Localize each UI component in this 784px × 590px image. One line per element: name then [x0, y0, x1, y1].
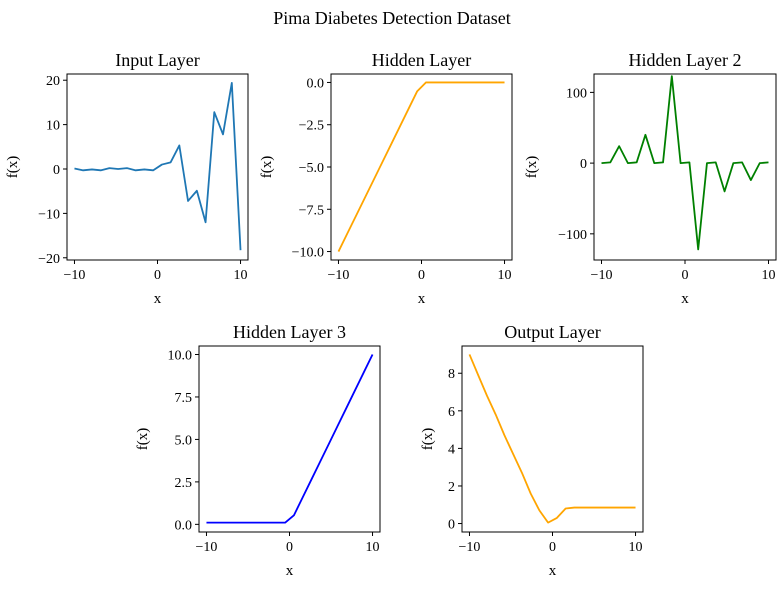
- y-tick-label: −20: [38, 252, 60, 267]
- x-tick-label: 10: [629, 540, 643, 555]
- subplot-title: Hidden Layer: [372, 50, 471, 70]
- y-tick-label: 4: [448, 442, 455, 457]
- y-tick-label: 7.5: [175, 391, 193, 406]
- subplot-title: Hidden Layer 3: [233, 322, 346, 342]
- subplot-title: Output Layer: [504, 322, 600, 342]
- y-tick-label: 6: [448, 405, 455, 420]
- subplot-5: −10 0 10 0 2 4 6 8 Output Layer x f(x): [420, 322, 644, 579]
- y-tick-label: 10: [46, 119, 60, 134]
- x-tick-label: 10: [498, 268, 512, 283]
- x-tick-label: −10: [64, 268, 86, 283]
- y-tick-label: 20: [46, 74, 60, 89]
- figure-suptitle: Pima Diabetes Detection Dataset: [273, 8, 510, 28]
- x-tick-label: 0: [286, 540, 293, 555]
- series-line: [468, 354, 636, 524]
- subplot-title: Input Layer: [115, 50, 199, 70]
- subplot-1: −10 0 10 −20 −10 0 10 20 Input Layer x f(x): [5, 50, 249, 307]
- y-tick-label: 5.0: [175, 433, 193, 448]
- y-axis-label: f(x): [524, 156, 540, 179]
- x-tick-label: −10: [459, 540, 481, 555]
- y-tick-label: −100: [558, 228, 587, 243]
- subplot-4: −10 0 10 0.0 2.5 5.0 7.5 10.0 Hidden Layer 3 x f(x…: [135, 322, 381, 579]
- y-tick-label: 0.0: [175, 518, 193, 533]
- y-tick-label: 0: [53, 163, 60, 178]
- x-axis-label: x: [286, 563, 294, 579]
- y-tick-label: −10.0: [292, 246, 324, 261]
- y-tick-label: 0: [448, 518, 455, 533]
- x-tick-label: 10: [234, 268, 248, 283]
- x-tick-label: 10: [761, 268, 775, 283]
- series-line: [74, 81, 242, 251]
- x-tick-label: 0: [418, 268, 425, 283]
- y-tick-label: 0.0: [307, 76, 325, 91]
- x-axis-label: x: [154, 291, 162, 307]
- y-tick-label: 10.0: [168, 348, 193, 363]
- x-tick-label: 10: [366, 540, 380, 555]
- subplot-title: Hidden Layer 2: [629, 50, 742, 70]
- y-tick-label: −7.5: [299, 203, 324, 218]
- y-axis-label: f(x): [135, 428, 151, 451]
- x-axis-label: x: [418, 291, 426, 307]
- y-tick-label: −10: [38, 207, 60, 222]
- x-tick-label: 0: [682, 268, 689, 283]
- y-tick-label: 2.5: [175, 476, 193, 491]
- x-tick-label: −10: [328, 268, 350, 283]
- x-tick-label: 0: [154, 268, 161, 283]
- y-axis-label: f(x): [5, 156, 21, 179]
- x-axis-label: x: [681, 291, 689, 307]
- y-tick-label: 2: [448, 480, 455, 495]
- x-tick-label: 0: [549, 540, 556, 555]
- y-tick-label: 8: [448, 367, 455, 382]
- y-tick-label: 0: [580, 157, 587, 172]
- y-tick-label: 100: [566, 86, 587, 101]
- subplot-2: −10 0 10 −10.0 −7.5 −5.0 −2.5 0.0 Hidden Layer x f…: [259, 50, 513, 307]
- y-axis-label: f(x): [259, 156, 275, 179]
- x-axis-label: x: [549, 563, 557, 579]
- series-line: [206, 354, 374, 524]
- y-tick-label: −5.0: [299, 161, 324, 176]
- x-tick-label: −10: [196, 540, 218, 555]
- y-tick-label: −2.5: [299, 119, 324, 134]
- y-axis-label: f(x): [420, 428, 436, 451]
- series-line: [337, 81, 505, 252]
- series-line: [601, 75, 769, 251]
- x-tick-label: −10: [591, 268, 613, 283]
